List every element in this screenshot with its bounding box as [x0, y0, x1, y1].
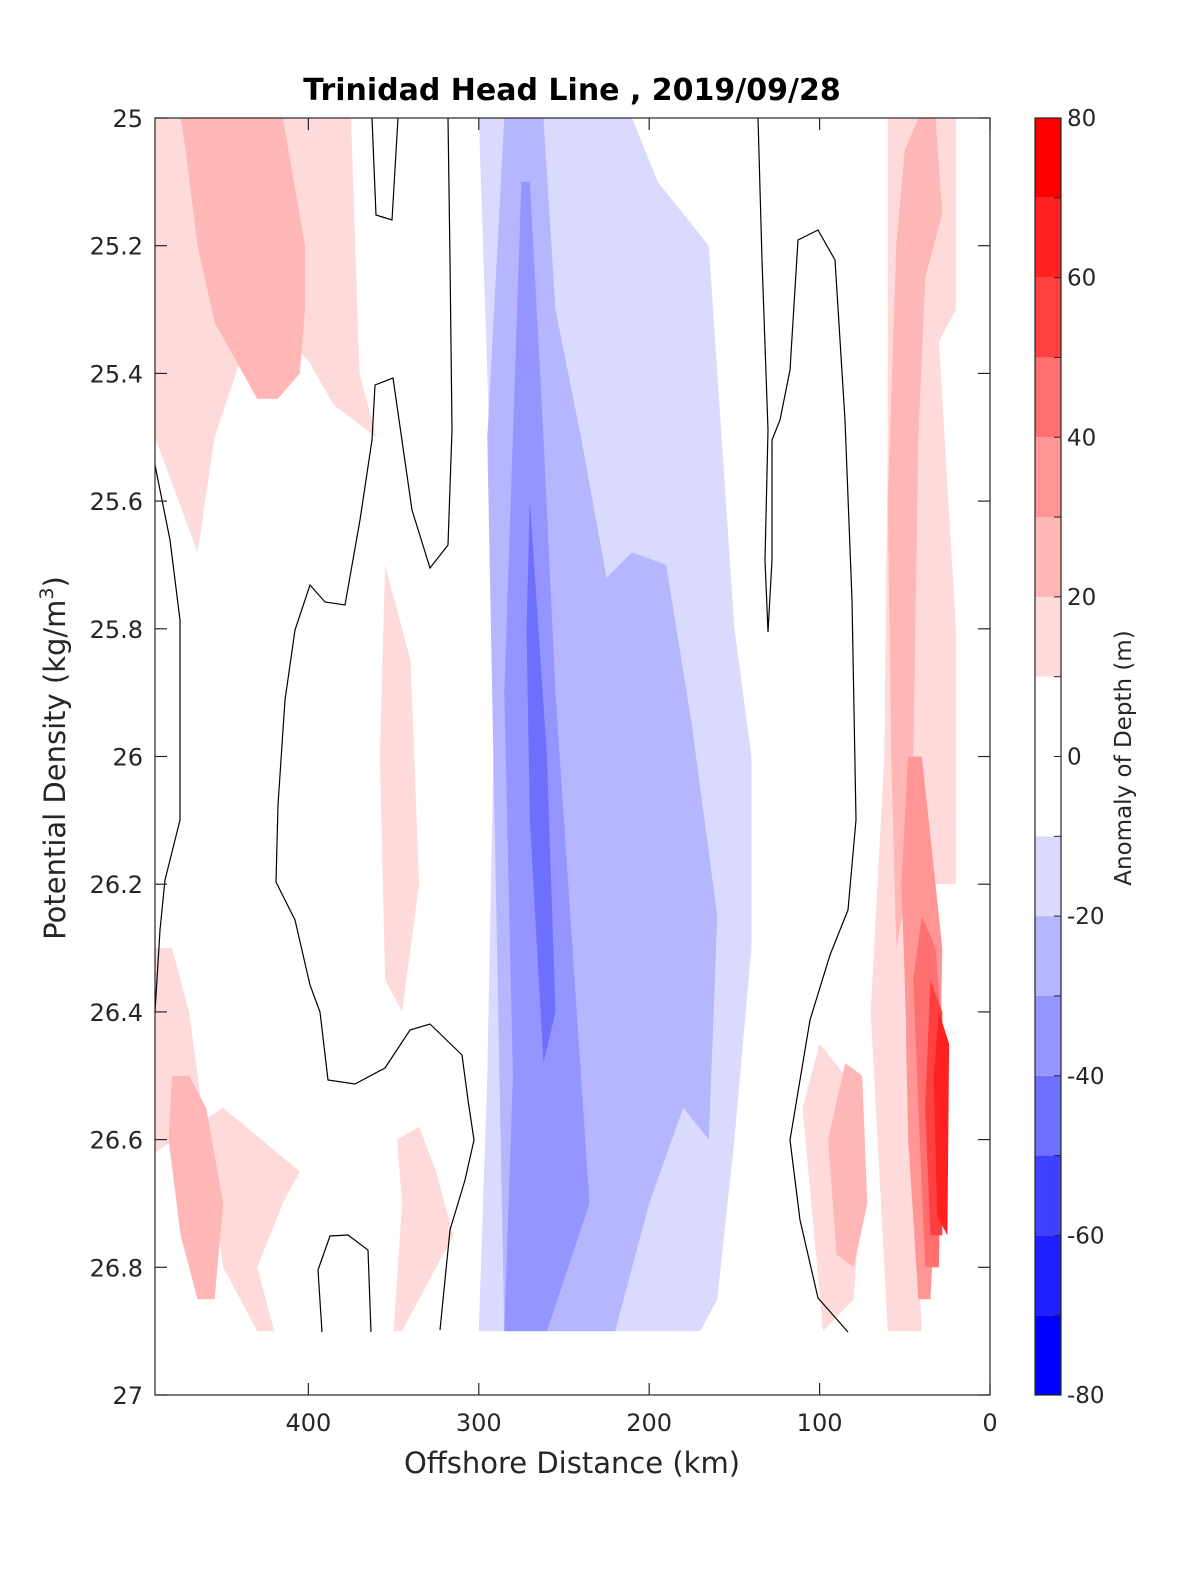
- x-tick-label: 200: [626, 1409, 672, 1437]
- contour-fill-layer: [155, 118, 956, 1332]
- contour-region: [887, 118, 943, 949]
- colorbar: 80 60 40 20 0 -20 -40 -60 -80 Anomaly of Depth (…: [1034, 106, 1137, 1409]
- y-axis-label-main: Potential Density (kg/m: [38, 600, 72, 940]
- zero-contour-line: [317, 1234, 372, 1333]
- colorbar-tick-label: 20: [1067, 585, 1096, 611]
- colorbar-tick-label: -40: [1067, 1064, 1105, 1090]
- chart-title: Trinidad Head Line , 2019/09/28: [303, 73, 840, 108]
- colorbar-swatch: [1035, 437, 1061, 518]
- colorbar-tick-label: 80: [1067, 106, 1096, 132]
- colorbar-tick-label: 0: [1067, 745, 1082, 771]
- colorbar-tick-label: 60: [1067, 266, 1096, 292]
- y-tick-label: 25.8: [90, 616, 143, 644]
- y-tick-label: 26.2: [90, 871, 143, 899]
- colorbar-ticks: 80 60 40 20 0 -20 -40 -60 -80: [1054, 106, 1105, 1409]
- zero-contour-layer: [154, 117, 857, 1333]
- y-axis-label: Potential Density (kg/m3): [36, 576, 72, 940]
- colorbar-swatches: [1035, 118, 1061, 1395]
- contour-region: [526, 501, 556, 1064]
- colorbar-swatch: [1035, 836, 1061, 917]
- colorbar-tick-label: -20: [1067, 904, 1105, 930]
- plot-area: [154, 117, 991, 1396]
- colorbar-tick-label: -80: [1067, 1383, 1105, 1409]
- x-axis: 400 300 200 100 0: [285, 118, 998, 1437]
- y-tick-label: 26.4: [90, 999, 143, 1027]
- colorbar-tick-label: -60: [1067, 1223, 1105, 1249]
- colorbar-swatch: [1035, 517, 1061, 597]
- y-tick-label: 26.8: [90, 1254, 143, 1282]
- contour-region: [379, 564, 420, 1012]
- y-axis-label-close: ): [38, 576, 72, 587]
- x-tick-label: 0: [982, 1409, 997, 1437]
- contour-region: [828, 1063, 868, 1268]
- colorbar-swatch: [1035, 1075, 1061, 1156]
- y-tick-label: 25.4: [90, 360, 143, 388]
- y-tick-label: 25: [112, 105, 143, 133]
- x-tick-label: 300: [456, 1409, 502, 1437]
- zero-contour-line: [154, 464, 181, 1013]
- contour-region: [180, 118, 305, 399]
- colorbar-swatch: [1035, 357, 1061, 438]
- x-tick-label: 100: [797, 1409, 843, 1437]
- y-tick-label: 25.2: [90, 233, 143, 261]
- x-tick-label: 400: [285, 1409, 331, 1437]
- y-tick-label: 27: [112, 1382, 143, 1410]
- contour-region: [933, 1011, 950, 1236]
- colorbar-label: Anomaly of Depth (m): [1111, 630, 1137, 885]
- colorbar-swatch: [1035, 1235, 1061, 1316]
- x-axis-label: Offshore Distance (km): [404, 1446, 740, 1480]
- contour-region: [155, 948, 300, 1332]
- y-tick-label: 25.6: [90, 488, 143, 516]
- colorbar-swatch: [1035, 1155, 1061, 1236]
- zero-contour-line: [757, 117, 857, 1333]
- y-tick-label: 26: [112, 744, 143, 772]
- colorbar-swatch: [1035, 277, 1061, 358]
- colorbar-swatch: [1035, 118, 1061, 198]
- colorbar-swatch: [1035, 916, 1061, 996]
- y-axis: 25 25.2 25.4 25.6 25.8 26 26.2 26.4 26.6 26.8 27: [90, 105, 990, 1410]
- colorbar-swatch: [1035, 1315, 1061, 1395]
- contour-region: [351, 1126, 454, 1332]
- colorbar-swatch: [1035, 596, 1061, 677]
- contour-region: [168, 1075, 224, 1300]
- zero-contour-line: [371, 117, 399, 221]
- colorbar-swatch: [1035, 995, 1061, 1076]
- colorbar-tick-label: 40: [1067, 425, 1096, 451]
- zero-contour-line: [275, 117, 475, 1331]
- colorbar-swatch: [1035, 197, 1061, 278]
- y-axis-label-superscript: 3: [36, 587, 58, 599]
- y-tick-label: 26.6: [90, 1127, 143, 1155]
